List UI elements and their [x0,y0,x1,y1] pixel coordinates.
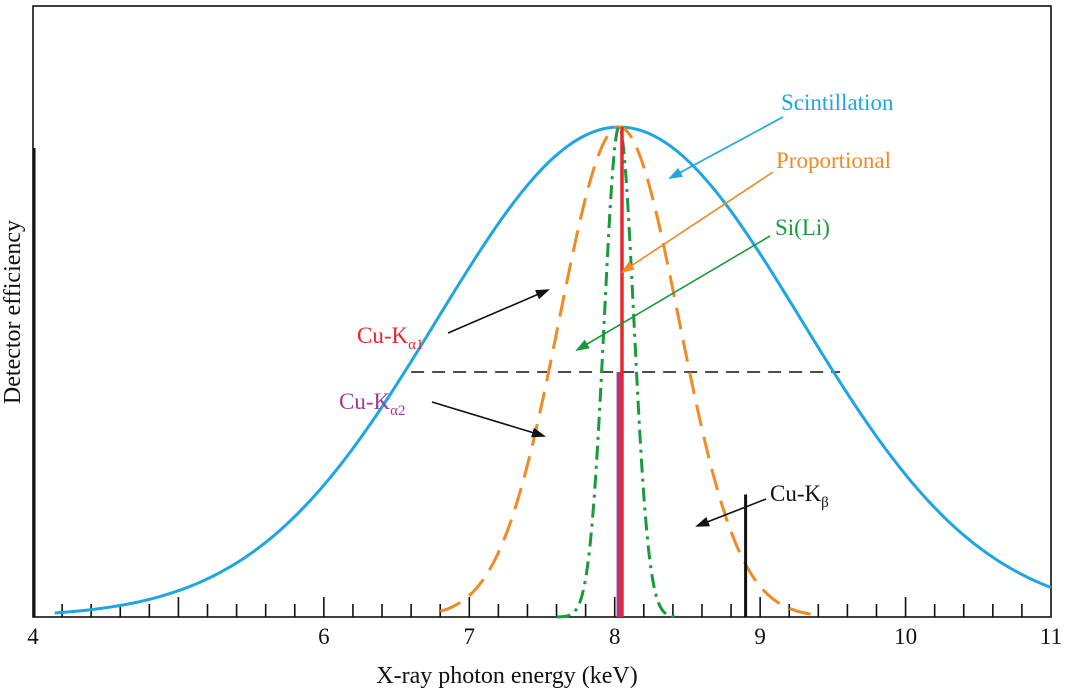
proportional-label: Proportional [776,148,891,173]
cu-kb-label-sub: β [821,495,829,511]
cu-ka1-label-sub: α1 [408,337,423,353]
x-tick-label: 11 [1040,624,1062,649]
y-axis-label: Detector efficiency [0,220,26,404]
si-li-curve [556,125,681,619]
x-axis-ticks [61,597,1023,617]
x-axis-label: X-ray photon energy (keV) [376,663,637,689]
cu-kb-label: Cu-Kβ [770,481,829,511]
sili-arrow [575,235,771,352]
cu-ka1-arrow [447,289,550,334]
proportional-curve [439,125,812,616]
cu-ka2-arrow [431,401,546,438]
x-tick-label: 4 [27,624,39,649]
cu-ka1-label-base: Cu-K [357,323,409,348]
proportional-arrow [620,171,774,274]
x-tick-label: 10 [894,624,917,649]
cu-ka2-label: Cu-Kα2 [339,389,405,419]
cu-kb-label-base: Cu-K [770,481,822,506]
x-tick-labels: 4 6 7 8 9 10 11 [27,624,1062,649]
plot-frame [32,5,1052,618]
series-group [54,125,1052,619]
x-tick-label: 7 [464,624,476,649]
cu-ka2-label-sub: α2 [390,403,405,419]
scintillation-arrow [668,116,784,179]
cu-ka1-label: Cu-Kα1 [357,323,423,353]
x-tick-label: 6 [318,624,330,649]
emission-lines [616,127,748,617]
scintillation-label: Scintillation [781,90,894,115]
cu-ka2-label-base: Cu-K [339,389,391,414]
sili-label: Si(Li) [775,215,830,240]
scintillation-curve [54,125,1052,615]
x-tick-label: 9 [754,624,766,649]
cu-kb-arrow [695,498,767,527]
x-tick-label: 8 [609,624,621,649]
